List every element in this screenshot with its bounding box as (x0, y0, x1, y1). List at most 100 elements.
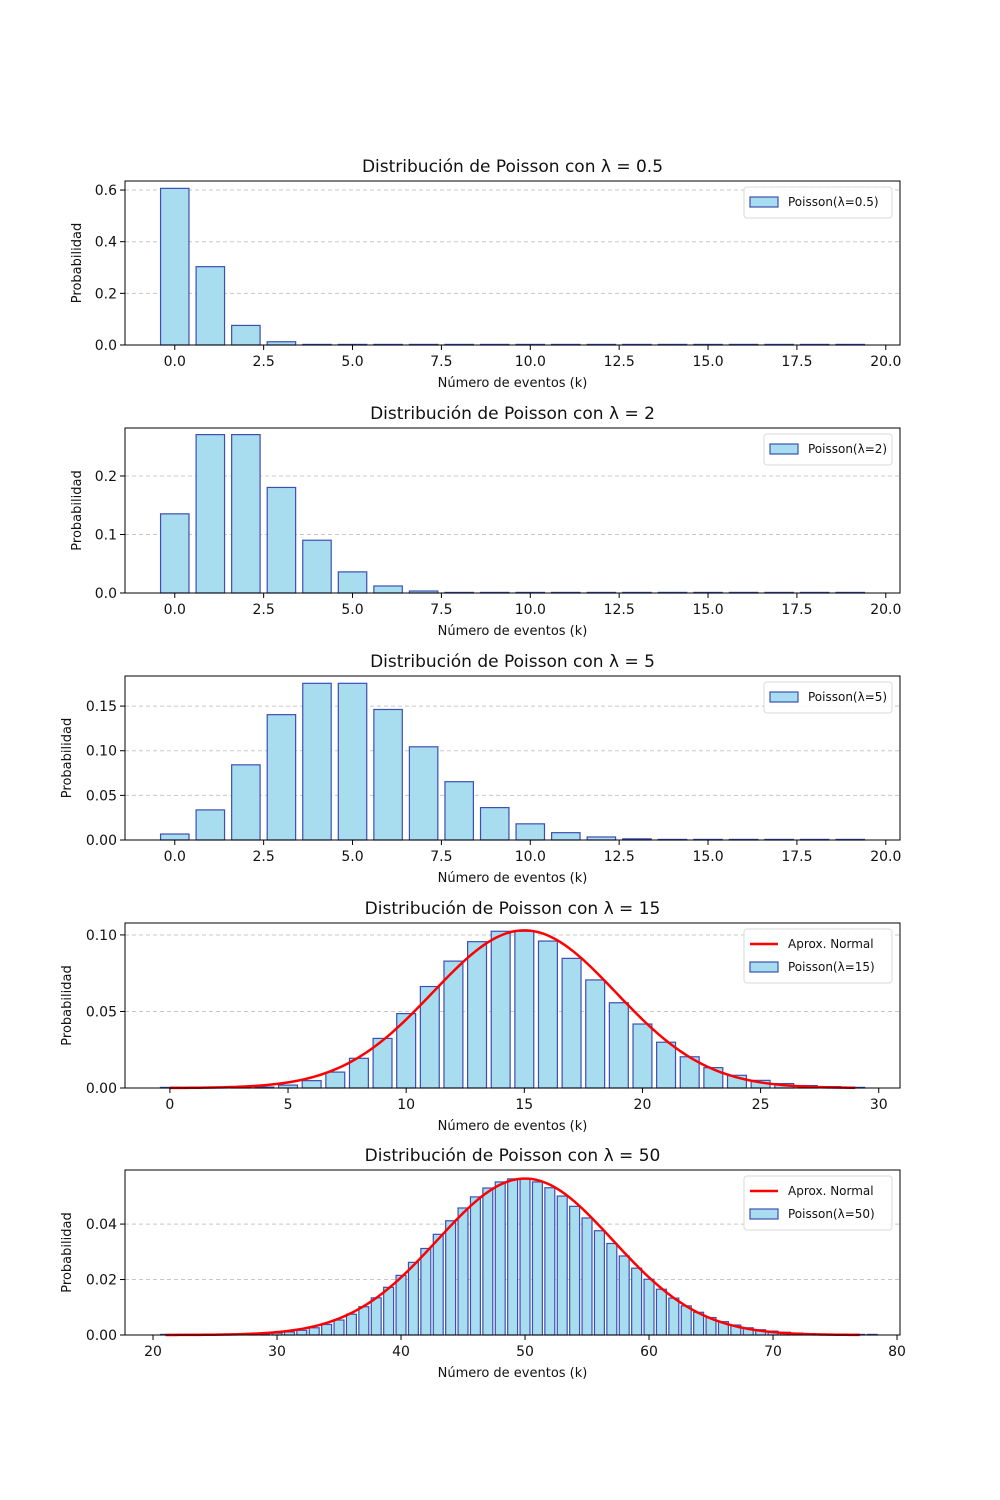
bar-series (159, 682, 866, 841)
chart-panel-0: 0.0 2.5 5.0 7.5 10.0 12.5 15.0 17.5 20.0 0.0 0.2 0.… (70, 157, 901, 391)
legend-label: Poisson(λ=2) (808, 442, 887, 456)
normal-approx-line (165, 1177, 860, 1337)
x-tick-label: 5.0 (341, 849, 363, 865)
bar (345, 1313, 357, 1336)
chart-title: Distribución de Poisson con λ = 15 (365, 899, 661, 919)
bar (469, 1196, 481, 1336)
x-tick-label: 10 (397, 1097, 415, 1113)
legend-bar-swatch (749, 196, 779, 208)
bar (159, 513, 190, 594)
x-tick-label: 20.0 (870, 354, 901, 370)
bar (296, 1329, 308, 1336)
plot-frame (124, 675, 901, 841)
bar (301, 1080, 322, 1089)
x-tick-label: 50 (516, 1344, 534, 1360)
legend: Poisson(λ=2) (763, 433, 893, 466)
bar (537, 940, 558, 1089)
y-tick-label: 0.10 (86, 928, 117, 944)
y-tick-label: 0.02 (86, 1273, 117, 1289)
x-tick-label: 5.0 (341, 602, 363, 618)
x-tick-label: 0.0 (164, 602, 186, 618)
bar (348, 1057, 369, 1089)
x-axis-label: Número de eventos (k) (438, 1119, 588, 1134)
bar (561, 957, 582, 1089)
bar (308, 1327, 320, 1336)
x-tick-label: 2.5 (253, 602, 275, 618)
x-tick-label: 2.5 (253, 849, 275, 865)
y-tick-label: 0.6 (95, 183, 117, 199)
bar (544, 1187, 556, 1336)
bar (333, 1319, 345, 1336)
legend-bar-swatch (749, 961, 779, 973)
chart-panel-4: 20 30 40 50 60 70 80 0.00 0.02 0.04 Distribución d… (60, 1146, 906, 1381)
bar (556, 1195, 568, 1336)
bar (370, 1297, 382, 1336)
x-axis-label: Número de eventos (k) (438, 871, 588, 886)
bar (606, 1242, 618, 1336)
chart-panel-2: 0.0 2.5 5.0 7.5 10.0 12.5 15.0 17.5 20.0 0.00 0.05… (60, 652, 901, 886)
y-axis-label: Probabilidad (60, 1212, 75, 1292)
legend: Aprox. Normal Poisson(λ=50) (743, 1175, 893, 1231)
y-tick-label: 0.2 (95, 286, 117, 302)
bar (551, 832, 581, 841)
bar (482, 1187, 494, 1336)
legend-box (763, 433, 893, 466)
y-tick-label: 0.10 (86, 744, 117, 760)
bar (479, 806, 510, 841)
y-tick-label: 0.00 (86, 833, 117, 849)
chart-title: Distribución de Poisson con λ = 5 (370, 652, 655, 672)
legend: Poisson(λ=0.5) (743, 186, 893, 219)
bar-series (159, 1178, 878, 1336)
x-tick-label: 2.5 (253, 354, 275, 370)
legend-box (743, 1175, 893, 1231)
bar (321, 1323, 333, 1336)
y-axis-label: Probabilidad (60, 718, 75, 798)
x-tick-label: 15 (515, 1097, 533, 1113)
bar (231, 434, 261, 594)
legend-bar-swatch (769, 443, 799, 455)
bar (443, 960, 464, 1089)
x-tick-label: 17.5 (781, 849, 812, 865)
chart-title: Distribución de Poisson con λ = 2 (370, 404, 655, 424)
x-tick-label: 15.0 (692, 602, 723, 618)
bar (514, 930, 535, 1089)
legend-bar-swatch (749, 1208, 779, 1220)
bar (231, 764, 261, 841)
x-axis-label: Número de eventos (k) (438, 376, 588, 391)
legend-box (743, 928, 893, 984)
bar (643, 1278, 655, 1336)
bar (325, 1071, 346, 1089)
legend-label: Poisson(λ=50) (788, 1207, 875, 1221)
x-tick-label: 0 (165, 1097, 174, 1113)
y-tick-label: 0.05 (86, 1004, 117, 1020)
y-tick-label: 0.1 (95, 527, 117, 543)
x-tick-label: 5 (284, 1097, 293, 1113)
x-axis-label: Número de eventos (k) (438, 624, 588, 639)
x-tick-label: 17.5 (781, 602, 812, 618)
bar (444, 781, 474, 841)
x-tick-label: 80 (888, 1344, 906, 1360)
bar (358, 1306, 370, 1336)
x-tick-label: 12.5 (604, 602, 635, 618)
legend-label: Aprox. Normal (788, 937, 874, 951)
bar (195, 809, 226, 841)
legend-box (763, 681, 893, 714)
legend-label: Poisson(λ=0.5) (788, 195, 879, 209)
bar (195, 266, 226, 346)
bar (231, 324, 261, 346)
plot-frame (124, 1169, 901, 1336)
y-tick-label: 0.04 (86, 1217, 117, 1233)
legend-label: Aprox. Normal (788, 1184, 874, 1198)
legend-bar-swatch (769, 691, 799, 703)
y-tick-label: 0.0 (95, 586, 117, 602)
y-tick-label: 0.00 (86, 1081, 117, 1097)
x-tick-label: 17.5 (781, 354, 812, 370)
bar (593, 1230, 605, 1336)
bar (655, 1288, 667, 1336)
y-axis-label: Probabilidad (70, 223, 85, 303)
plot-frame (124, 180, 901, 346)
x-tick-label: 30 (870, 1097, 888, 1113)
bar (337, 571, 368, 594)
x-tick-label: 5.0 (341, 354, 363, 370)
y-axis-label: Probabilidad (60, 965, 75, 1045)
